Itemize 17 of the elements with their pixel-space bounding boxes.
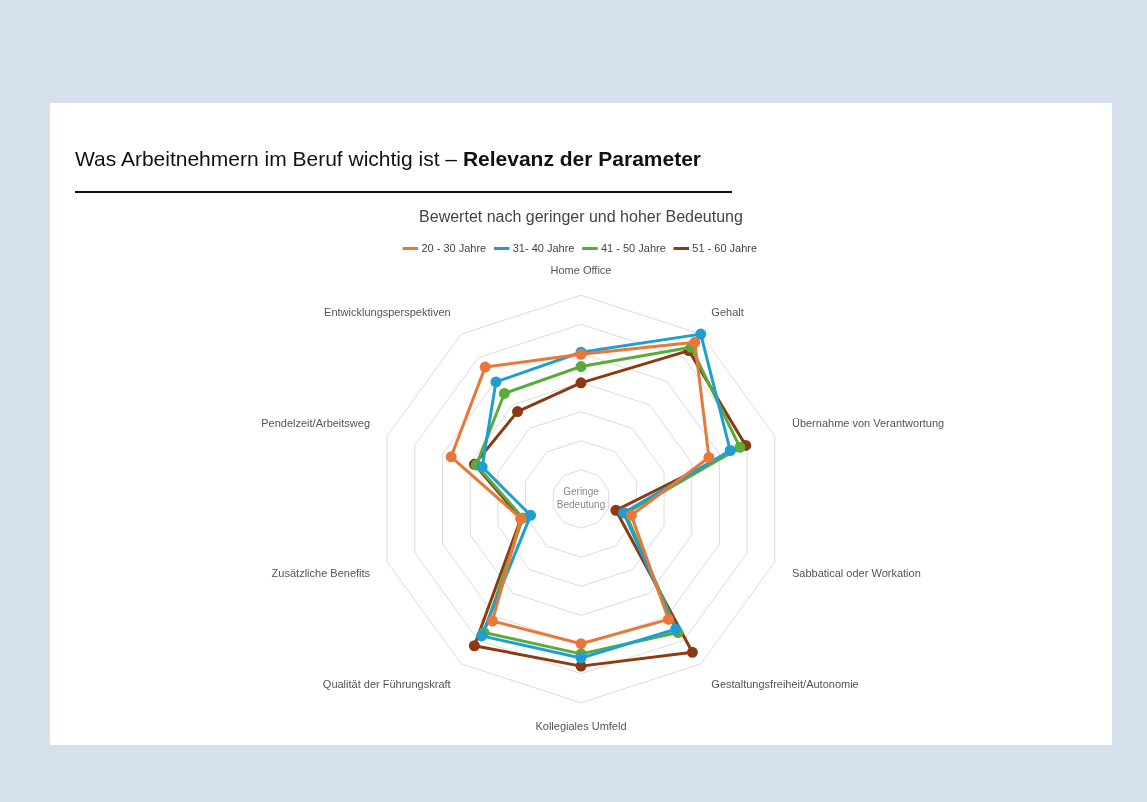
spoke-label: Zusätzliche Benefits — [271, 567, 371, 580]
spoke-label: Übernahme von Verantwortung — [791, 416, 945, 429]
chart-subtitle: Bewertet nach geringer und hoher Bedeutung — [418, 208, 744, 226]
spoke-label: Entwicklungsperspektiven — [324, 305, 451, 318]
chart-title: Was Arbeitnehmern im Beruf wichtig ist – Relevanz der Parameter — [75, 147, 702, 171]
legend-label: 41 - 50 Jahre — [600, 241, 666, 254]
legend-label: 20 - 30 Jahre — [421, 241, 487, 254]
legend-label: 31- 40 Jahre — [512, 241, 575, 254]
spoke-label: Pendelzeit/Arbeitsweg — [261, 416, 371, 429]
spoke-label: Gestaltungsfreiheit/Autonomie — [711, 678, 859, 691]
spoke-label: Gehalt — [711, 305, 744, 318]
spoke-label: Sabbatical oder Workation — [791, 567, 921, 580]
text: Geringe Bedeutung — [556, 486, 606, 511]
spoke-label: Qualität der Führungskraft — [322, 678, 451, 691]
spoke-label: Kollegiales Umfeld — [535, 720, 627, 733]
spoke-label: Home Office — [550, 263, 612, 276]
legend-label: 51 - 60 Jahre — [692, 241, 758, 254]
